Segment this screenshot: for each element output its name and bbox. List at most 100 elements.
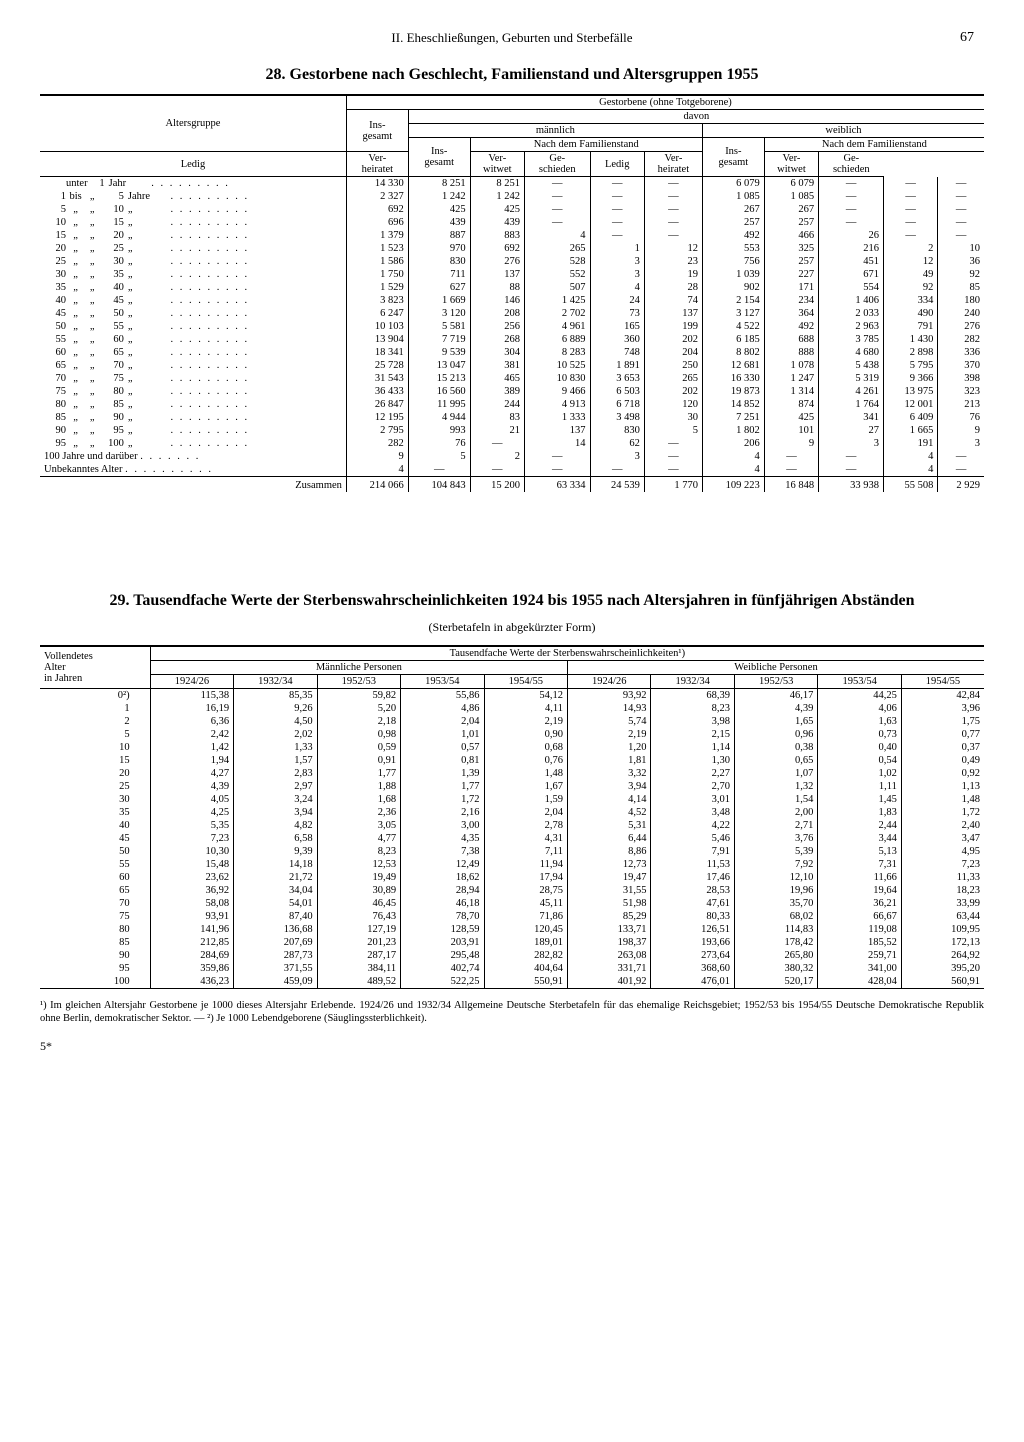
cell: 8 251 (470, 177, 524, 191)
table28-title: 28. Gestorbene nach Geschlecht, Familien… (40, 66, 984, 84)
cell: — (524, 177, 590, 191)
cell: 11,94 (484, 858, 567, 871)
cell: 76 (408, 437, 470, 450)
cell: 359,86 (150, 962, 233, 975)
cell: 389 (470, 385, 524, 398)
cell: 206 (702, 437, 764, 450)
cell: 1,72 (901, 806, 984, 819)
cell: 395,20 (901, 962, 984, 975)
cell: 24 (590, 294, 644, 307)
cell: 3,48 (651, 806, 734, 819)
cell: — (590, 203, 644, 216)
cell: 1,11 (818, 780, 901, 793)
th-year: 1932/34 (234, 675, 317, 689)
cell: 1 430 (884, 333, 938, 346)
cell: 7,31 (818, 858, 901, 871)
th29-main: Tausendfache Werte der Sterbenswahrschei… (150, 646, 984, 661)
age-label: 25 (40, 780, 150, 793)
cell: 2,97 (234, 780, 317, 793)
sum-cell: 15 200 (470, 477, 524, 493)
cell: 185,52 (818, 936, 901, 949)
cell: 8,86 (568, 845, 651, 858)
cell: 8 283 (524, 346, 590, 359)
cell: 137 (470, 268, 524, 281)
cell: 10 525 (524, 359, 590, 372)
sum-cell: 109 223 (702, 477, 764, 493)
age-label: 100 (40, 975, 150, 989)
cell: 12 001 (884, 398, 938, 411)
cell: 282 (346, 437, 408, 450)
cell: 4 (524, 229, 590, 242)
cell: 883 (470, 229, 524, 242)
cell: 1,63 (818, 715, 901, 728)
cell: 199 (644, 320, 702, 333)
cell: — (819, 190, 884, 203)
cell: 14 330 (346, 177, 408, 191)
cell: 1,67 (484, 780, 567, 793)
cell: 550,91 (484, 975, 567, 989)
cell: 3,98 (651, 715, 734, 728)
age-label: Unbekanntes Alter . . . . . . . . . . (40, 463, 346, 477)
cell: 3 785 (819, 333, 884, 346)
cell: 3,00 (401, 819, 484, 832)
cell: 6 409 (884, 411, 938, 424)
cell: 54,12 (484, 689, 567, 703)
table-row: 7058,0854,0146,4546,1845,1151,9847,6135,… (40, 897, 984, 910)
cell: 3,96 (901, 702, 984, 715)
cell: 265 (644, 372, 702, 385)
cell: 137 (644, 307, 702, 320)
table-row: 6536,9234,0430,8928,9428,7531,5528,5319,… (40, 884, 984, 897)
age-label: 45 (40, 832, 150, 845)
cell: 10 103 (346, 320, 408, 333)
cell: 71,86 (484, 910, 567, 923)
cell: 12,49 (401, 858, 484, 871)
cell: 3,44 (818, 832, 901, 845)
cell: — (524, 450, 590, 463)
cell: — (644, 177, 702, 191)
cell: 202 (644, 333, 702, 346)
cell: 325 (764, 242, 818, 255)
cell: 265,80 (734, 949, 817, 962)
cell: 276 (938, 320, 984, 333)
cell: 133,71 (568, 923, 651, 936)
age-label: 65 „ „ 70„ . . . . . . . . . (40, 359, 346, 372)
cell: 76,43 (317, 910, 400, 923)
cell: 256 (470, 320, 524, 333)
cell: — (644, 216, 702, 229)
cell: 398 (938, 372, 984, 385)
cell: 18 341 (346, 346, 408, 359)
cell: 2,16 (401, 806, 484, 819)
cell: 216 (819, 242, 884, 255)
cell: 1,68 (317, 793, 400, 806)
cell: 304 (470, 346, 524, 359)
cell: 3 127 (702, 307, 764, 320)
cell: 19,96 (734, 884, 817, 897)
cell: — (884, 203, 938, 216)
cell: 1 078 (764, 359, 818, 372)
cell: 552 (524, 268, 590, 281)
table-row: 35 „ „ 40„ . . . . . . . . .1 5296278850… (40, 281, 984, 294)
sum-label: Zusammen (40, 477, 346, 493)
th-year: 1954/55 (901, 675, 984, 689)
cell: 3 653 (590, 372, 644, 385)
cell: 0,92 (901, 767, 984, 780)
cell: 11,66 (818, 871, 901, 884)
age-label: 95 „ „ 100„ . . . . . . . . . (40, 437, 346, 450)
cell: 19 873 (702, 385, 764, 398)
cell: 5,46 (651, 832, 734, 845)
cell: 11 995 (408, 398, 470, 411)
cell: 44,25 (818, 689, 901, 703)
cell: 334 (884, 294, 938, 307)
cell: 1,07 (734, 767, 817, 780)
cell: 73 (590, 307, 644, 320)
cell: 7,11 (484, 845, 567, 858)
cell: 11,33 (901, 871, 984, 884)
cell: 17,94 (484, 871, 567, 884)
age-label: 5 (40, 728, 150, 741)
sum-cell: 1 770 (644, 477, 702, 493)
age-label: 85 „ „ 90„ . . . . . . . . . (40, 411, 346, 424)
cell: 0,90 (484, 728, 567, 741)
cell: 282 (938, 333, 984, 346)
cell: 2,71 (734, 819, 817, 832)
cell: 6 079 (764, 177, 818, 191)
